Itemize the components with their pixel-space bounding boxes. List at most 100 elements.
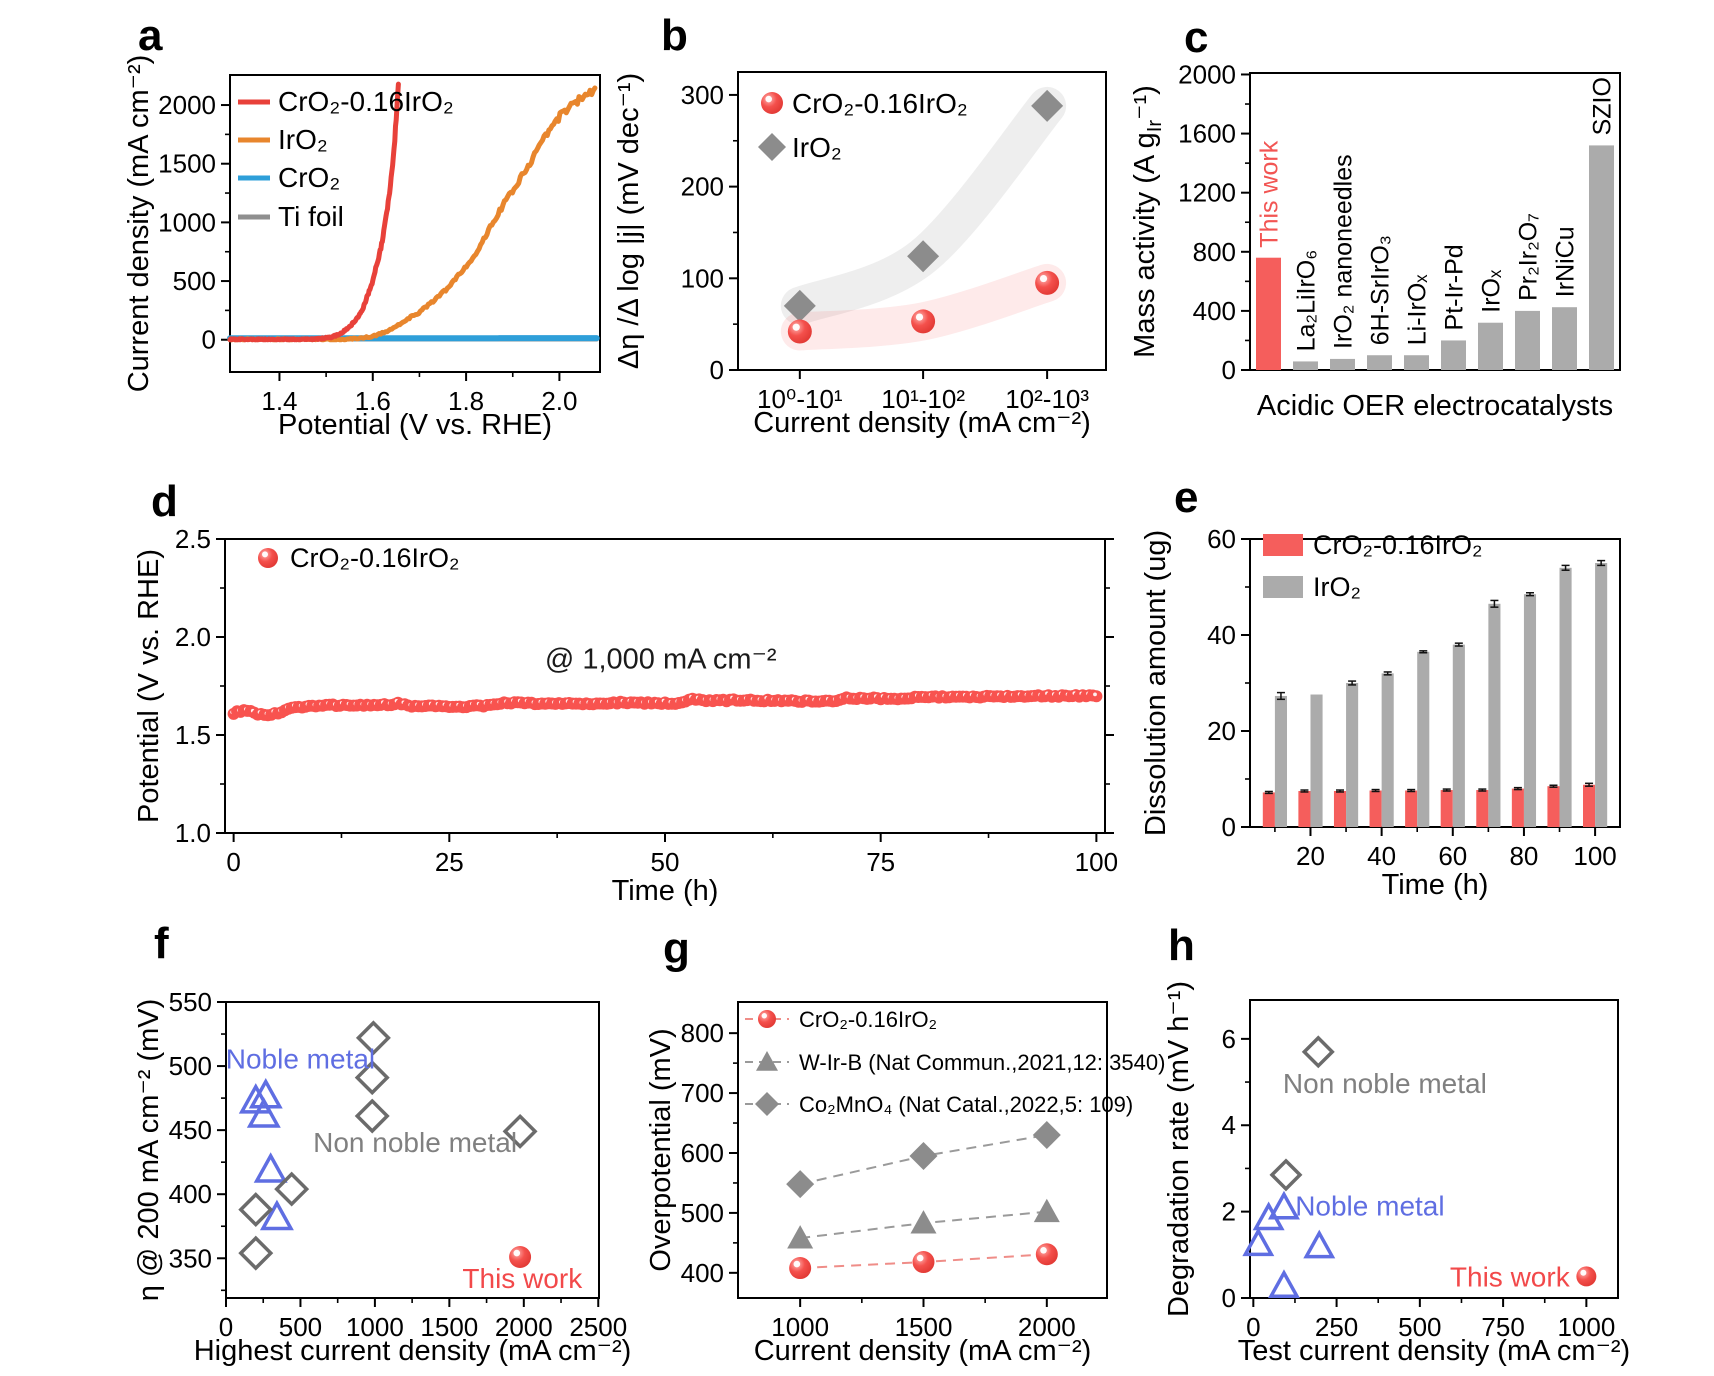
triangle-open-marker-body [1267,1269,1300,1299]
y-axis-tick-label: 450 [169,1115,212,1145]
y-axis-title: Mass activity (A gIr⁻¹) [1129,85,1166,358]
axes: 0 250 500 750 1000 0 2 4 6 [1222,999,1619,1342]
y-axis-tick-label: 60 [1207,524,1236,554]
non-noble-metal-point [354,1098,390,1134]
non-noble-metal-point [354,1060,390,1096]
y-axis-tick-label: 600 [681,1138,724,1168]
bar-cro2 [1440,790,1453,827]
panel-a-chart: 1.4 1.6 1.8 2.0 0 500 1000 1500 2000 Potential (V… [123,55,601,441]
x-axis-title: Test current density (mA cm⁻²) [1238,1335,1630,1367]
legend-label: CrO₂-0.16IrO₂ [278,86,454,117]
non-noble-metal-point [274,1171,310,1207]
bar-label: Pr₂Ir₂O₇ [1515,213,1543,301]
plot-frame [224,538,1106,834]
y-axis-tick-label: 0 [1222,355,1236,385]
y-axis-tick-label: 500 [173,266,216,296]
legend-diamond-marker [758,133,786,161]
panel-letter-c: c [1184,13,1209,62]
category-annotation: Noble metal [226,1044,375,1075]
x-axis-tick-label: 1.4 [261,386,297,416]
ball-marker-highlight [915,313,924,321]
ball-marker-body [1035,270,1060,295]
ball-marker-body [761,92,783,114]
ball-marker-body [1035,1243,1058,1266]
data-point [1090,690,1103,703]
bar-cro2 [1369,790,1382,827]
bar-iro2 [1274,695,1287,827]
panel-letter-b: b [661,11,688,60]
legend-label: CrO₂ [278,162,340,193]
x-axis-title: Potential (V vs. RHE) [278,409,552,441]
bar-label: Pt-Ir-Pd [1441,244,1469,330]
non-noble-metal-point [1269,1158,1303,1192]
diamond-marker-body [755,1092,779,1116]
y-axis-tick-label: 0 [1222,812,1236,842]
y-axis-tick-label: 300 [681,80,724,110]
bar-cro2 [1298,791,1311,827]
legend-label: IrO₂ [278,124,328,155]
y-axis-title: Dissolution amount (ug) [1140,530,1172,836]
panel-f-chart: 0 500 1000 1500 2000 2500 350 400 450 500 550 Highe… [133,987,631,1367]
ball-marker-highlight [262,551,268,558]
plot-frame [1249,999,1619,1299]
y-axis-tick-label: 800 [1193,237,1236,267]
panel-letter-h: h [1168,921,1195,970]
x-axis-tick-label: 1000 [771,1312,829,1342]
panel-h-chart: 0 250 500 750 1000 0 2 4 6 Test current density (… [1163,981,1630,1367]
x-axis-tick-label: 10⁰-10¹ [757,384,843,414]
bar-La-LiIrO- [1293,361,1318,370]
bar-iro2 [1381,673,1394,827]
diamond-open-marker-body [238,1235,274,1271]
diamond-open-marker-body [1269,1158,1303,1192]
category-annotation: Noble metal [1295,1190,1444,1221]
x-axis-tick-label: 2000 [1018,1312,1076,1342]
x-axis-tick-label: 2000 [495,1312,553,1342]
y-axis-tick-label: 1000 [158,207,216,237]
plot-frame [229,74,601,373]
panel-b-chart: 0 100 200 300 Current density (mA cm⁻²) Δη /Δ… [613,71,1107,439]
y-axis-tick-label: 400 [169,1179,212,1209]
panel-d-chart: 0 25 50 75 100 1.0 1.5 2.0 2.5 Time (h) Potential … [133,524,1118,907]
legend-label: CrO₂-0.16IrO₂ [1313,530,1483,560]
y-axis-title: Overpotential (mV) [645,1028,677,1271]
noble-metal-point [1267,1269,1300,1299]
non-noble-metal-point [238,1192,274,1228]
ball-marker-highlight [1580,1269,1587,1276]
triangle-open-marker-body [1242,1227,1275,1257]
bar-cro2 [1511,788,1524,827]
legend-label: CrO₂-0.16IrO₂ [290,543,460,573]
triangle-marker-body [1033,1198,1060,1223]
this-work-point [509,1245,532,1268]
ball-marker-highlight [1040,1246,1047,1254]
diamond-marker-body [786,1170,815,1199]
category-annotation: Non noble metal [313,1127,517,1158]
bar-SZIO [1589,145,1614,370]
x-axis-tick-label: 75 [866,847,895,877]
noble-metal-point [246,1097,281,1128]
y-axis-tick-label: 0 [202,325,216,355]
x-axis-tick-label: 40 [1367,841,1396,871]
panel-letter-d: d [151,477,178,526]
diamond-open-marker-body [1301,1035,1335,1069]
data-point-highlight [1093,692,1097,697]
bar-label: IrNiCu [1552,226,1580,297]
y-axis-title: η @ 200 mA cm⁻² (mV) [133,999,165,1302]
legend-ball-marker [758,1010,776,1028]
legend-swatch [1263,534,1303,556]
y-axis-tick-label: 2.0 [175,622,211,652]
diamond-marker-body [907,240,940,273]
y-axis-tick-label: 350 [169,1243,212,1273]
x-axis-tick-label: 2500 [569,1312,627,1342]
y-axis-tick-label: 2000 [158,90,216,120]
x-axis-tick-label: 50 [651,847,680,877]
bar-Pr-Ir-O- [1515,310,1540,370]
data-point-diamond [786,1170,815,1199]
triangle-open-marker-body [259,1199,294,1231]
diamond-open-marker-body [238,1192,274,1228]
diamond-open-marker-body [502,1113,538,1149]
x-axis-tick-label: 1500 [895,1312,953,1342]
y-axis-tick-label: 4 [1222,1110,1236,1140]
x-axis-tick-label: 250 [1315,1312,1358,1342]
legend-swatch [1263,576,1303,598]
